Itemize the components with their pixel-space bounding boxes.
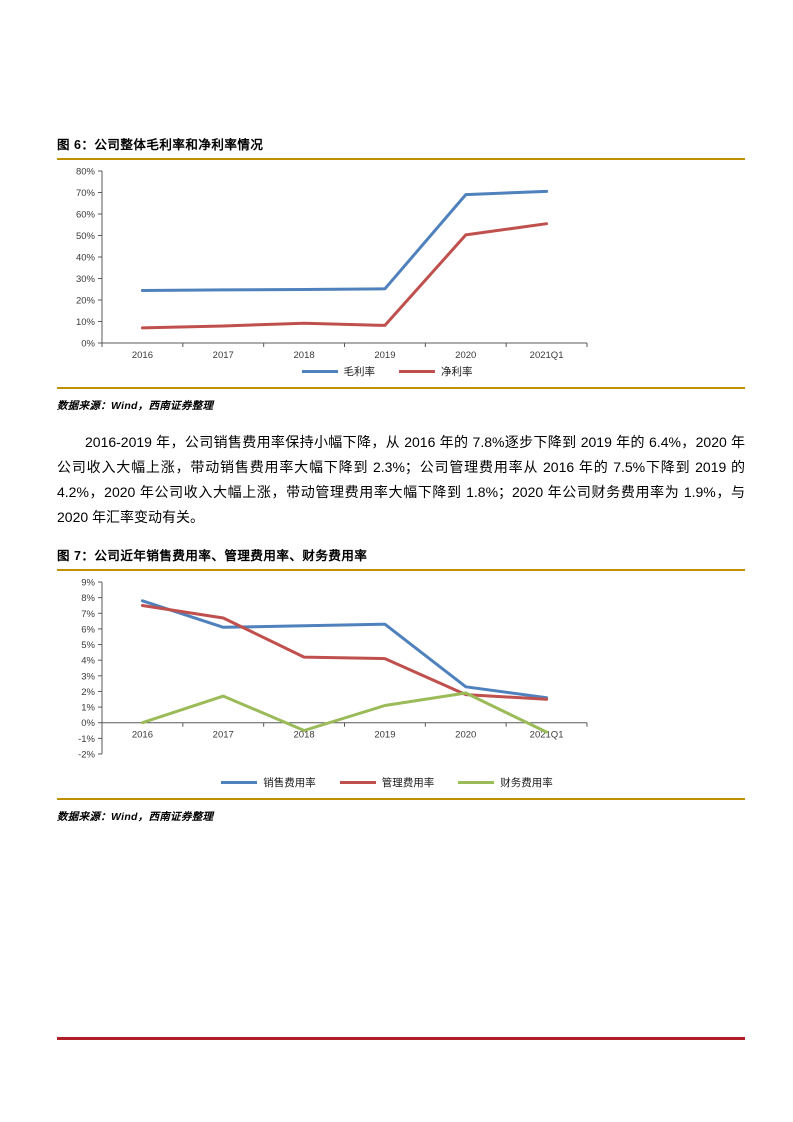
svg-text:6%: 6% [81, 624, 95, 635]
svg-text:2%: 2% [81, 687, 95, 698]
svg-text:2019: 2019 [374, 730, 395, 741]
svg-text:2017: 2017 [213, 350, 234, 361]
svg-text:80%: 80% [76, 167, 96, 178]
figure-6-title: 图 6：公司整体毛利率和净利率情况 [57, 134, 745, 160]
svg-text:2020: 2020 [455, 730, 476, 741]
figure-7-title: 图 7：公司近年销售费用率、管理费用率、财务费用率 [57, 545, 745, 571]
figure-6-block: 图 6：公司整体毛利率和净利率情况 0% 10% 20% 30% 40% 50% 60% 70… [57, 134, 745, 413]
legend-label: 财务费用率 [500, 777, 553, 789]
svg-text:2016: 2016 [132, 730, 153, 741]
legend-item: 销售费用率 [221, 775, 316, 790]
legend-line-swatch [221, 780, 258, 784]
figure-7-chart: -2% -1% 0% 1% 2% 3% 4% 5% 6% 7% 8% 9% 2016 2017 2018 20… [57, 576, 745, 774]
figure-6-legend: 毛利率 净利率 [57, 364, 717, 379]
svg-text:-1%: -1% [78, 734, 95, 745]
svg-text:70%: 70% [76, 188, 96, 199]
svg-text:-2%: -2% [78, 750, 95, 761]
body-paragraph: 2016-2019 年，公司销售费用率保持小幅下降，从 2016 年的 7.8%… [57, 434, 745, 525]
svg-text:2016: 2016 [132, 350, 153, 361]
expense-ratio-line-chart: -2% -1% 0% 1% 2% 3% 4% 5% 6% 7% 8% 9% 2016 2017 2018 20… [78, 578, 588, 761]
svg-text:30%: 30% [76, 274, 96, 285]
margin-line-chart: 0% 10% 20% 30% 40% 50% 60% 70% 80% 2016 2017 2018 20… [76, 167, 588, 361]
legend-line-swatch [339, 780, 376, 784]
svg-text:5%: 5% [81, 640, 95, 651]
svg-text:3%: 3% [81, 671, 95, 682]
svg-text:2021Q1: 2021Q1 [530, 350, 564, 361]
svg-text:50%: 50% [76, 231, 96, 242]
page-content: 图 6：公司整体毛利率和净利率情况 0% 10% 20% 30% 40% 50% 60% 70… [57, 134, 745, 824]
svg-text:9%: 9% [81, 578, 95, 589]
legend-item: 净利率 [399, 364, 473, 379]
figure-6-chart: 0% 10% 20% 30% 40% 50% 60% 70% 80% 2016 2017 2018 20… [57, 165, 745, 363]
svg-text:8%: 8% [81, 593, 95, 604]
svg-text:2017: 2017 [213, 730, 234, 741]
legend-label: 销售费用率 [263, 777, 316, 789]
legend-item: 管理费用率 [339, 775, 435, 790]
svg-text:7%: 7% [81, 609, 95, 620]
svg-text:2018: 2018 [294, 730, 315, 741]
figure-7-legend: 销售费用率 管理费用率 财务费用率 [57, 775, 717, 790]
svg-text:20%: 20% [76, 296, 96, 307]
svg-text:60%: 60% [76, 210, 96, 221]
legend-line-swatch [458, 780, 495, 784]
legend-label: 净利率 [441, 366, 473, 378]
figure-7-block: 图 7：公司近年销售费用率、管理费用率、财务费用率 -2% -1% 0% 1% 2% 3%… [57, 545, 745, 824]
svg-text:4%: 4% [81, 656, 95, 667]
page-footer-rule [57, 1037, 745, 1040]
svg-text:10%: 10% [76, 317, 96, 328]
figure-6-source: 数据来源：Wind，西南证券整理 [57, 387, 745, 413]
svg-text:0%: 0% [81, 718, 95, 729]
svg-text:0%: 0% [81, 339, 95, 350]
figure-7-source: 数据来源：Wind，西南证券整理 [57, 798, 745, 824]
legend-line-swatch [301, 369, 338, 373]
legend-label: 毛利率 [343, 366, 376, 378]
svg-text:2019: 2019 [374, 350, 395, 361]
legend-item: 毛利率 [301, 364, 376, 379]
svg-text:2018: 2018 [294, 350, 315, 361]
svg-text:2021Q1: 2021Q1 [530, 730, 564, 741]
legend-item: 财务费用率 [458, 775, 553, 790]
legend-label: 管理费用率 [381, 777, 435, 789]
svg-text:1%: 1% [81, 703, 95, 714]
svg-text:40%: 40% [76, 253, 96, 264]
svg-text:2020: 2020 [455, 350, 476, 361]
legend-line-swatch [399, 369, 435, 373]
